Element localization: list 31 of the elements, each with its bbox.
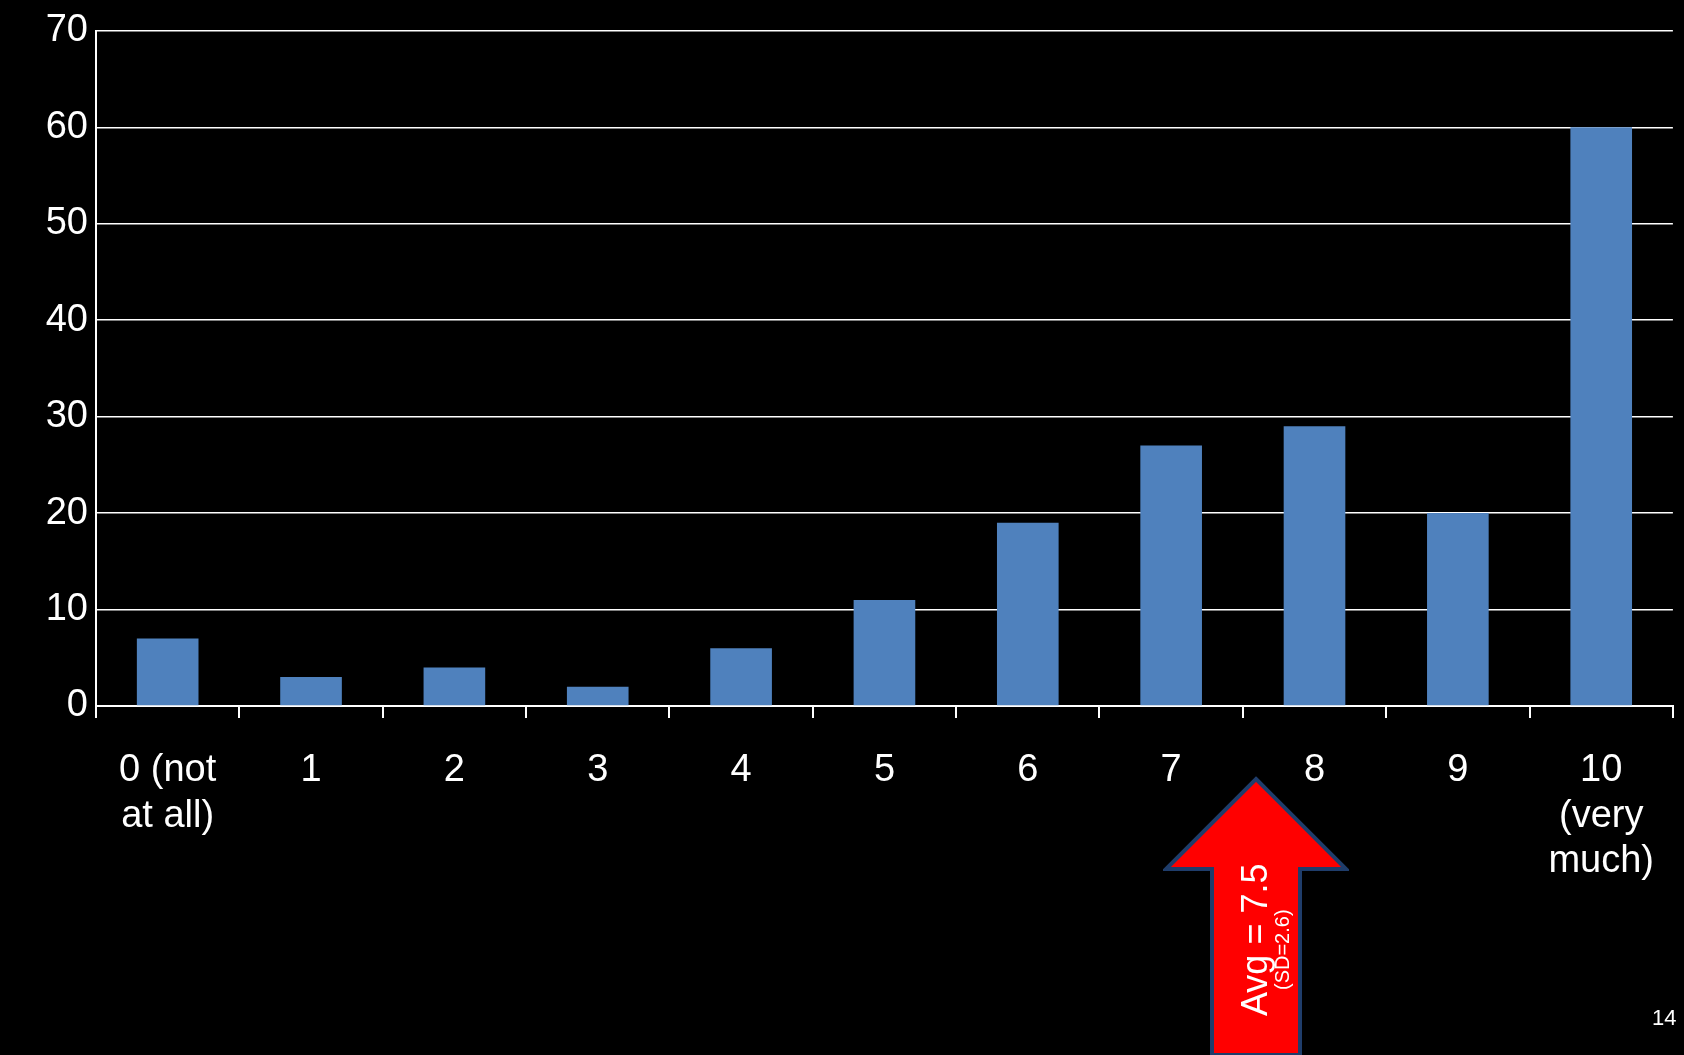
bar [280,677,342,706]
y-tick-label: 40 [45,296,88,339]
y-tick-label: 30 [45,393,88,436]
y-tick-label: 10 [45,586,88,629]
bar [1140,445,1202,706]
y-tick-label: 70 [45,7,88,50]
y-tick-label: 0 [66,682,88,725]
y-tick-label: 50 [45,200,88,243]
x-tick-label: 8 [1303,747,1326,790]
x-tick-label: 5 [873,747,896,790]
x-tick-label: 0 (not at all) [119,747,217,835]
bar [996,522,1059,706]
y-tick-label: 20 [45,489,88,532]
bar [566,686,629,706]
x-tick-label: 10 (very much) [1548,747,1654,881]
x-tick-label: 7 [1160,747,1182,790]
bar [1283,426,1346,706]
x-tick-label: 9 [1447,747,1469,790]
x-tick-label: 3 [587,747,609,790]
x-tick-label: 6 [1017,747,1039,790]
bar [136,638,199,706]
bar [423,667,486,706]
x-tick-label: 4 [730,747,752,790]
x-tick-label: 2 [443,747,465,790]
x-tick-label: 1 [300,747,322,790]
bar [1427,513,1489,706]
y-tick-label: 60 [45,103,88,146]
bar [853,599,916,706]
text: 14 [1652,1005,1677,1031]
bar [1570,127,1633,706]
bar [710,648,772,706]
